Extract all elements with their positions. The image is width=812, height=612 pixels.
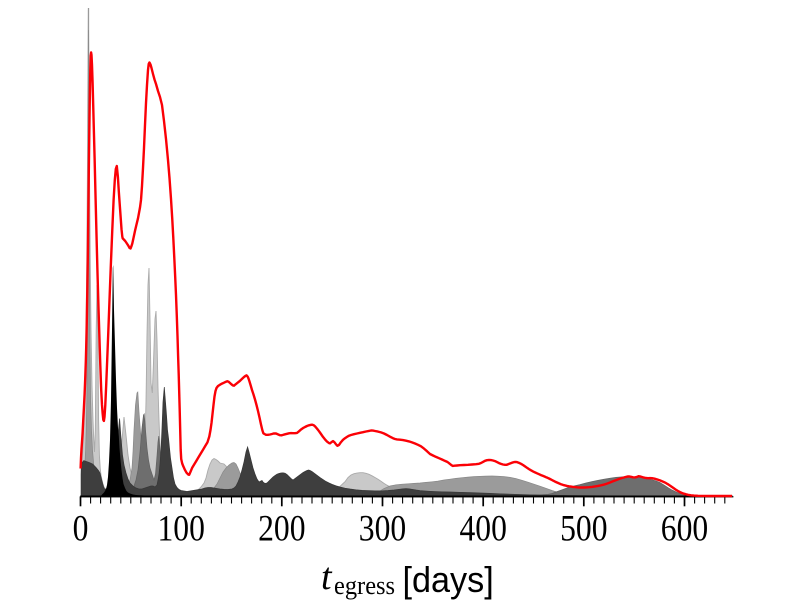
svg-text:0: 0: [73, 508, 89, 549]
svg-text:100: 100: [157, 508, 204, 549]
svg-text:300: 300: [359, 508, 406, 549]
svg-text:600: 600: [661, 508, 708, 549]
svg-text:400: 400: [459, 508, 506, 549]
svg-text:t: t: [321, 556, 333, 598]
svg-text:200: 200: [258, 508, 305, 549]
svg-text:[days]: [days]: [403, 560, 494, 600]
svg-text:egress: egress: [334, 572, 395, 600]
svg-text:500: 500: [560, 508, 607, 549]
